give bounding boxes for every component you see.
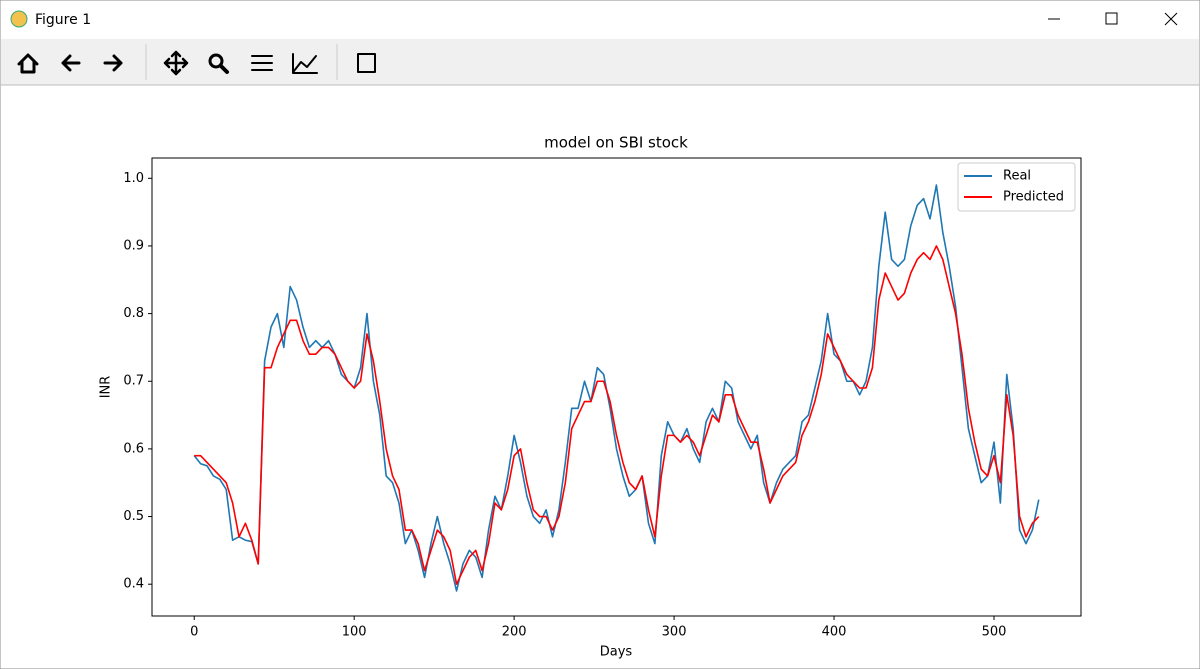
y-tick-label: 1.0 [123, 171, 144, 186]
x-tick-label: 200 [502, 625, 527, 640]
x-tick-label: 400 [822, 625, 847, 640]
configure-button[interactable] [251, 55, 273, 71]
window-title: Figure 1 [35, 12, 91, 28]
y-tick-label: 0.7 [123, 374, 144, 389]
y-tick-label: 0.9 [123, 238, 144, 253]
x-tick-label: 500 [982, 625, 1007, 640]
x-tick-label: 300 [662, 625, 687, 640]
y-tick-label: 0.5 [123, 509, 144, 524]
edit-axes-button[interactable] [292, 53, 318, 74]
figure: model on SBI stock Days INR 0 100 200 300 40… [99, 134, 1082, 660]
forward-button[interactable] [103, 54, 123, 72]
axes-frame [151, 157, 1082, 617]
title-bar: Figure 1 [10, 10, 1178, 28]
legend-label: Predicted [1003, 190, 1064, 205]
x-axis-label: Days [600, 645, 633, 660]
line-series [194, 245, 1040, 585]
close-button[interactable] [1164, 12, 1178, 26]
y-axis-label: INR [99, 376, 114, 399]
zoom-button[interactable] [208, 53, 224, 69]
x-tick-label: 0 [190, 625, 198, 640]
legend: Real Predicted [957, 162, 1076, 212]
home-button[interactable] [17, 53, 39, 74]
app-icon [10, 10, 28, 28]
legend-label: Real [1003, 169, 1031, 184]
save-button[interactable] [357, 53, 376, 73]
y-tick-label: 0.4 [123, 577, 144, 592]
zoom-handle [219, 64, 229, 74]
y-tick-label: 0.8 [123, 306, 144, 321]
maximize-button[interactable] [1105, 12, 1118, 25]
back-button[interactable] [61, 54, 81, 72]
y-tick-label: 0.6 [123, 441, 144, 456]
pan-button[interactable] [163, 50, 189, 76]
chart-title: model on SBI stock [544, 134, 688, 152]
x-tick-label: 100 [342, 625, 367, 640]
toolbar [1, 39, 1199, 85]
